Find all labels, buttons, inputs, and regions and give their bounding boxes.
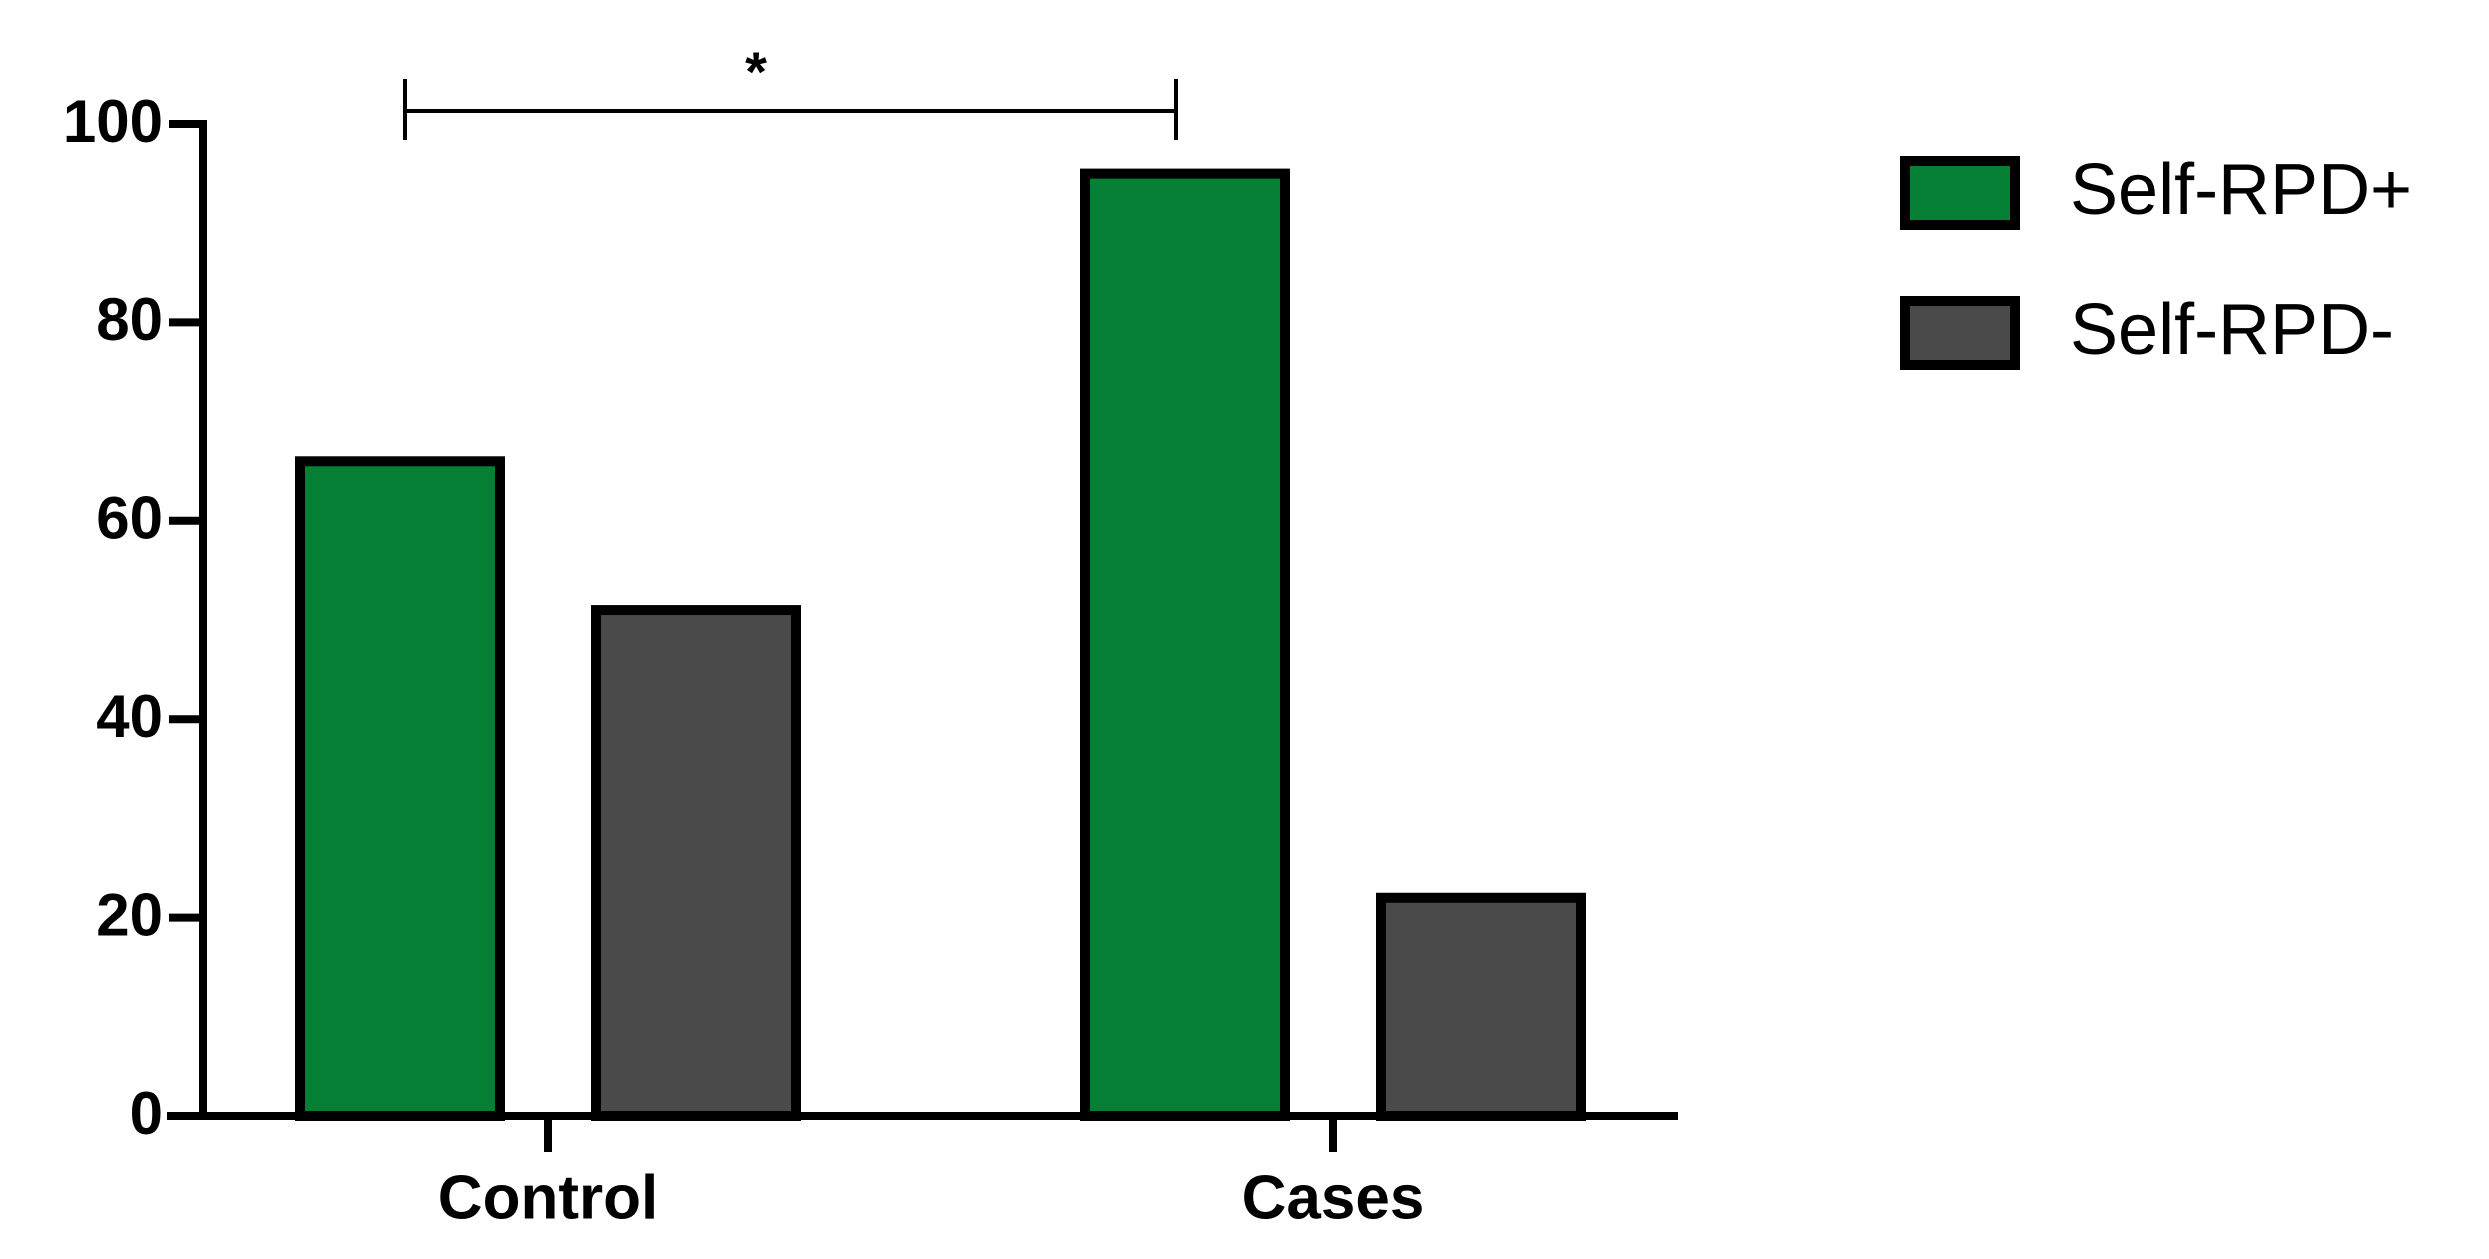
legend-label: Self-RPD+ [2070,150,2412,230]
y-tick-label: 40 [96,683,163,750]
y-tick-label: 80 [96,286,163,353]
bar [1080,168,1290,1122]
bar [295,456,505,1121]
legend-swatch [1900,296,2020,370]
y-tick-label: 100 [63,88,163,155]
legend-label: Self-RPD- [2070,290,2394,370]
y-tick-label: 20 [96,881,163,948]
significance-star: * [745,40,767,103]
x-tick-label: Control [438,1163,658,1232]
legend-swatch [1900,156,2020,230]
y-tick-label: 60 [96,485,163,552]
bar [591,605,801,1122]
bar [1376,892,1586,1122]
y-tick-label: 0 [130,1080,163,1147]
significance-bracket [403,79,1178,140]
x-tick-label: Cases [1242,1163,1425,1232]
